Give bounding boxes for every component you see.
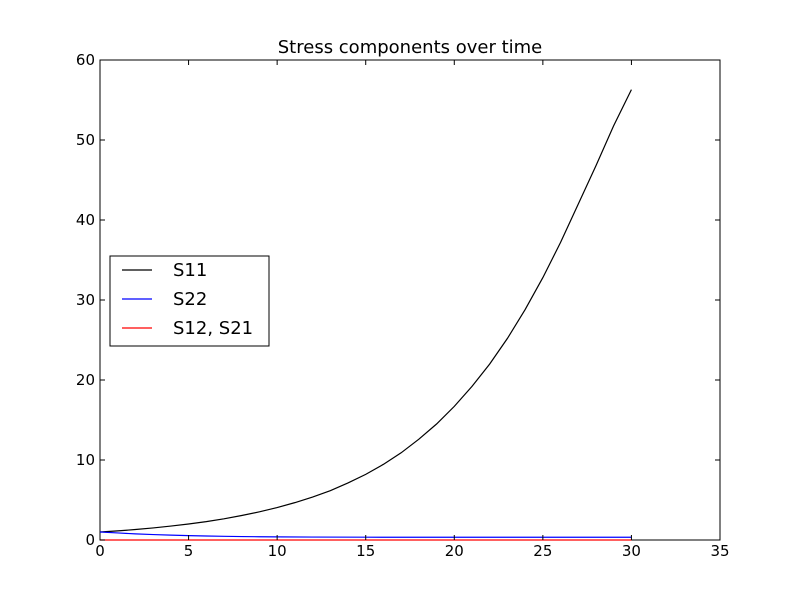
legend-box: [109, 255, 270, 347]
x-tick-label: 30: [622, 542, 641, 560]
ticks-layer: [99, 59, 721, 541]
tick-labels: 0 5 10 15 20 25 30 35 0 10 20 30 40 50 60: [76, 51, 730, 560]
y-tick-label: 30: [76, 291, 95, 309]
chart-title: Stress components over time: [278, 37, 543, 58]
y-tick-label: 60: [76, 51, 95, 69]
y-tick-label: 50: [76, 131, 95, 149]
legend-label: S12, S21: [173, 318, 253, 339]
x-tick-label: 25: [533, 542, 552, 560]
legend-label: S11: [173, 260, 207, 281]
x-tick-label: 15: [356, 542, 375, 560]
x-tick-label: 10: [268, 542, 287, 560]
x-tick-label: 5: [184, 542, 194, 560]
y-tick-label: 40: [76, 211, 95, 229]
x-tick-label: 0: [95, 542, 105, 560]
x-tick-label: 20: [445, 542, 464, 560]
y-tick-label: 10: [76, 451, 95, 469]
y-tick-label: 20: [76, 371, 95, 389]
legend-label: S22: [173, 289, 207, 310]
y-tick-label: 0: [85, 531, 95, 549]
legend-entries: S11 S22 S12, S21: [122, 260, 253, 339]
legend: S11 S22 S12, S21: [109, 255, 270, 347]
x-tick-label: 35: [710, 542, 729, 560]
series-line-1: [99, 89, 632, 533]
series-line-2: [99, 531, 632, 538]
